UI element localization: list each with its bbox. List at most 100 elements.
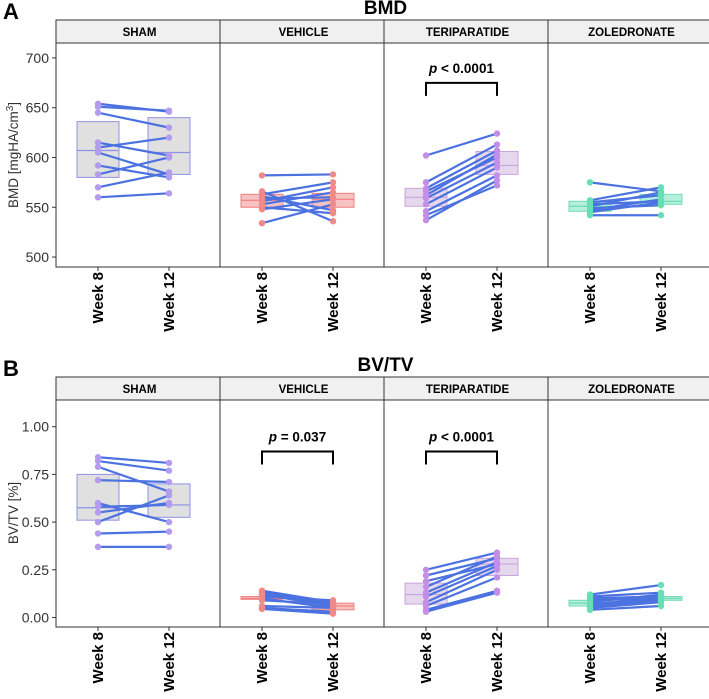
x-tick-label: Week 12 [161, 272, 178, 332]
p-symbol: p [428, 430, 437, 445]
data-point-week8 [586, 606, 594, 614]
pair-line [425, 591, 498, 613]
data-point-week12 [493, 177, 501, 184]
data-point-week8 [422, 152, 430, 159]
data-point-week12 [165, 174, 173, 181]
pair-line [589, 604, 662, 611]
pair-line [97, 105, 170, 112]
data-point-week8 [94, 509, 102, 516]
data-point-week8 [258, 597, 266, 604]
facet-strip-label: TERIPARATIDE [426, 384, 510, 396]
pair-line [97, 111, 170, 129]
pair-line [425, 568, 498, 604]
p-value-label: p < 0.0001 [428, 430, 494, 445]
facet-sham: SHAM Week 8 Week 12 [55, 19, 224, 332]
data-point-week12 [165, 467, 173, 474]
x-tick-label: Week 12 [325, 632, 342, 692]
pair-line [97, 459, 170, 472]
pair-line [425, 576, 498, 608]
pair-line [261, 595, 334, 602]
data-point-week8 [258, 605, 266, 613]
pair-line [425, 149, 498, 190]
pair-line [425, 589, 498, 611]
data-point-week8 [422, 195, 430, 202]
data-point-week8 [422, 201, 430, 208]
data-point-week8 [94, 457, 102, 465]
data-point-week12 [165, 134, 173, 141]
panel-letter: A [3, 0, 19, 24]
y-axis-label: BMD [mgHA/cm3] [5, 102, 21, 208]
data-point-week8 [94, 171, 102, 178]
x-tick-label: Week 8 [418, 272, 435, 323]
pair-line [425, 153, 498, 197]
y-axis-label-text: BV/TV [%] [6, 482, 21, 544]
data-point-week12 [657, 199, 665, 206]
data-point-week12 [165, 543, 173, 551]
pair-line [261, 203, 334, 225]
x-tick-label: Week 8 [254, 632, 271, 683]
chart-title: BMD [364, 0, 407, 19]
data-point-week8 [94, 194, 102, 201]
p-value-label: p < 0.0001 [428, 61, 494, 76]
x-tick-label: Week 12 [161, 632, 178, 692]
data-point-week8 [422, 608, 430, 615]
pair-line [589, 601, 662, 610]
pair-line [97, 136, 170, 149]
data-point-week12 [165, 107, 173, 114]
data-point-week12 [657, 184, 665, 191]
data-point-week12 [329, 184, 337, 191]
data-point-week12 [165, 499, 173, 507]
y-tick-label: 500 [26, 249, 50, 265]
data-point-week8 [422, 593, 430, 600]
data-point-week8 [422, 217, 430, 224]
data-point-week12 [493, 574, 501, 581]
pair-line [97, 151, 170, 176]
data-point-week8 [94, 149, 102, 156]
p-symbol: p [268, 430, 277, 445]
facet-zoledronate: ZOLEDRONATE Week 8 Week 12 [547, 19, 709, 332]
pair-line [261, 599, 334, 606]
facet-panel [219, 42, 388, 268]
data-point-week12 [165, 492, 173, 499]
data-point-week8 [422, 179, 430, 186]
data-point-week8 [422, 583, 430, 591]
data-point-week8 [94, 144, 102, 151]
data-point-week8 [94, 518, 102, 526]
data-point-week12 [165, 124, 173, 131]
pair-line [425, 564, 498, 598]
pair-line [97, 141, 170, 157]
facet-panel [547, 399, 709, 628]
data-point-week12 [165, 478, 173, 486]
data-point-week12 [493, 553, 501, 560]
data-point-week12 [657, 602, 665, 610]
facet-strip-label: SHAM [123, 384, 157, 396]
data-point-week12 [165, 518, 173, 526]
data-point-week8 [94, 162, 102, 169]
facet-strip-label: SHAM [123, 27, 157, 39]
pair-line [261, 191, 334, 206]
pair-line [589, 597, 662, 606]
data-point-week8 [586, 212, 594, 219]
x-tick-label: Week 12 [325, 272, 342, 332]
facet-panel [383, 42, 552, 268]
x-tick-label: Week 8 [90, 272, 107, 323]
data-point-week8 [586, 179, 594, 186]
pair-line [589, 198, 662, 212]
x-tick-label: Week 12 [489, 272, 506, 332]
data-point-week12 [329, 196, 337, 203]
data-point-week12 [329, 179, 337, 186]
facet-zoledronate: ZOLEDRONATE Week 8 Week 12 [547, 376, 709, 692]
data-point-week8 [94, 109, 102, 116]
data-point-week12 [329, 210, 337, 217]
data-point-week8 [94, 543, 102, 551]
facet-strip-label: VEHICLE [279, 384, 329, 396]
data-point-week12 [493, 164, 501, 171]
data-point-week12 [329, 171, 337, 178]
y-axis-label: BV/TV [%] [6, 482, 21, 544]
y-tick-label: 600 [26, 149, 50, 165]
data-point-week8 [258, 206, 266, 213]
pair-line [97, 465, 170, 493]
facet-panel [219, 399, 388, 628]
x-tick-label: Week 8 [582, 272, 599, 323]
data-point-week8 [94, 463, 102, 470]
